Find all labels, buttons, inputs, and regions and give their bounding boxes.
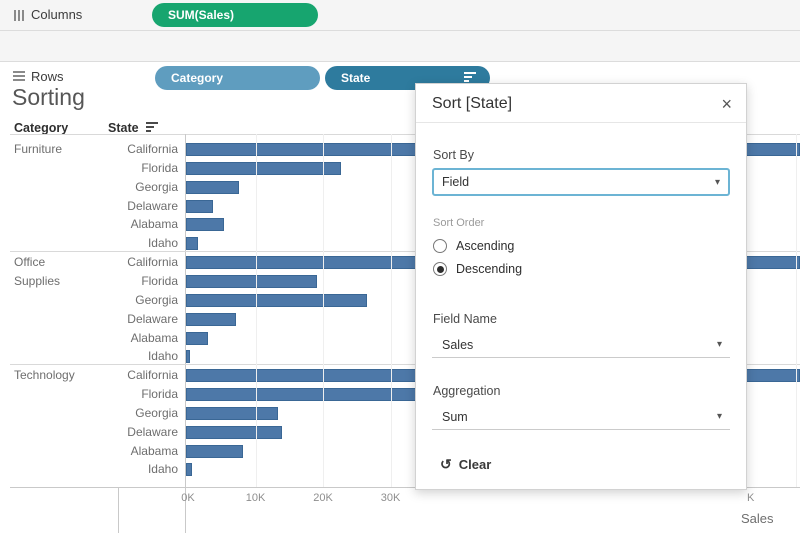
bar[interactable]	[186, 406, 278, 420]
field-name-label: Field Name	[433, 312, 497, 326]
axis-tick-label: 10K	[245, 492, 266, 504]
radio-descending-label: Descending	[456, 262, 523, 276]
state-label[interactable]: Delaware	[127, 424, 178, 439]
radio-ascending[interactable]: Ascending	[433, 239, 514, 253]
state-label[interactable]: Florida	[141, 387, 178, 402]
radio-ascending-label: Ascending	[456, 239, 515, 253]
caret-down-icon: ▾	[716, 339, 722, 350]
category-label[interactable]: Technology	[14, 368, 75, 383]
pill-category[interactable]: Category	[155, 66, 320, 90]
bar[interactable]	[186, 180, 239, 194]
columns-icon	[14, 10, 24, 21]
axis-tick-partial: K	[747, 492, 755, 504]
axis-tick-label: 20K	[313, 492, 333, 504]
columns-shelf[interactable]: Columns SUM(Sales)	[0, 0, 800, 31]
clear-button-label: Clear	[458, 457, 492, 472]
caret-down-icon: ▾	[716, 411, 722, 422]
close-icon[interactable]: ×	[721, 94, 732, 114]
bar[interactable]	[186, 237, 198, 251]
sheet-title: Sorting	[12, 84, 85, 110]
gridline	[255, 134, 257, 487]
column-divider-line	[118, 487, 119, 533]
aggregation-label: Aggregation	[433, 384, 501, 398]
bar[interactable]	[186, 218, 224, 232]
state-label[interactable]: Georgia	[135, 292, 178, 307]
group-divider	[10, 250, 800, 252]
rows-shelf-label: Rows	[31, 69, 64, 84]
state-label[interactable]: California	[127, 142, 178, 156]
sort-by-select[interactable]: Field ▾	[432, 168, 730, 196]
axis-tick-label: 0K	[181, 492, 195, 504]
bar[interactable]	[186, 161, 341, 175]
sort-by-value: Field	[442, 175, 470, 189]
bar[interactable]	[186, 388, 431, 402]
sort-by-label: Sort By	[433, 148, 474, 162]
sort-dialog: Sort [State] × Sort By Field ▾ Sort Orde…	[415, 83, 747, 490]
state-label[interactable]: Idaho	[147, 462, 178, 477]
category-label[interactable]: Office Supplies	[14, 255, 61, 288]
bar[interactable]	[186, 312, 236, 326]
column-header-state[interactable]: State	[108, 121, 139, 135]
clear-button[interactable]: ↺ Clear	[440, 456, 491, 473]
state-label[interactable]: Florida	[141, 160, 178, 175]
radio-descending[interactable]: Descending	[433, 262, 522, 276]
state-label[interactable]: Alabama	[130, 330, 178, 345]
column-header-category[interactable]: Category	[14, 121, 69, 135]
pill-category-label: Category	[171, 71, 224, 85]
header-sort-descending-icon[interactable]	[145, 122, 158, 134]
radio-ascending-circle[interactable]	[433, 239, 447, 253]
state-label[interactable]: Alabama	[130, 443, 178, 458]
bar[interactable]	[186, 274, 317, 288]
aggregation-value: Sum	[442, 409, 468, 424]
state-label[interactable]: Idaho	[147, 236, 178, 251]
state-label[interactable]: Idaho	[147, 349, 178, 364]
x-axis-title: Sales	[741, 511, 774, 526]
caret-down-icon: ▾	[714, 176, 720, 188]
field-name-value: Sales	[442, 337, 474, 352]
pill-state[interactable]: State	[325, 66, 490, 90]
bar[interactable]	[186, 293, 367, 307]
dialog-title: Sort [State]	[432, 95, 513, 112]
rows-icon	[13, 71, 25, 83]
columns-shelf-label: Columns	[31, 7, 83, 22]
clear-icon: ↺	[440, 456, 452, 472]
state-label[interactable]: Florida	[141, 273, 178, 288]
bar[interactable]	[186, 199, 213, 213]
radio-descending-circle[interactable]	[433, 262, 447, 276]
bar[interactable]	[186, 425, 282, 439]
pill-sum-sales-label: SUM(Sales)	[168, 8, 235, 22]
bar[interactable]	[186, 463, 192, 477]
bar[interactable]	[186, 350, 190, 364]
state-label[interactable]: Delaware	[127, 198, 178, 213]
aggregation-select[interactable]: Sum ▾	[432, 404, 730, 430]
y-axis-line	[185, 134, 186, 533]
bar[interactable]	[186, 331, 208, 345]
dialog-header-divider	[416, 122, 746, 123]
field-name-select[interactable]: Sales ▾	[432, 332, 730, 358]
gridline	[323, 134, 324, 487]
sort-order-label: Sort Order	[433, 217, 485, 229]
axis-tick-label: 30K	[380, 492, 401, 504]
category-label[interactable]: Furniture	[14, 142, 63, 156]
header-divider	[10, 134, 800, 135]
x-axis-line	[10, 487, 800, 488]
gridline	[390, 134, 392, 487]
state-label[interactable]: Georgia	[135, 405, 178, 420]
state-label[interactable]: Delaware	[127, 311, 178, 326]
sort-descending-icon	[464, 72, 476, 84]
state-label[interactable]: Georgia	[135, 179, 178, 194]
gridline	[795, 134, 797, 487]
state-label[interactable]: California	[127, 368, 178, 383]
pill-sum-sales[interactable]: SUM(Sales)	[152, 3, 318, 27]
rows-shelf[interactable]: Rows Category State	[0, 31, 800, 90]
state-label[interactable]: Alabama	[130, 217, 178, 232]
bar[interactable]	[186, 444, 243, 458]
group-divider	[10, 363, 800, 365]
pill-state-label: State	[341, 71, 371, 85]
state-label[interactable]: California	[127, 255, 178, 270]
